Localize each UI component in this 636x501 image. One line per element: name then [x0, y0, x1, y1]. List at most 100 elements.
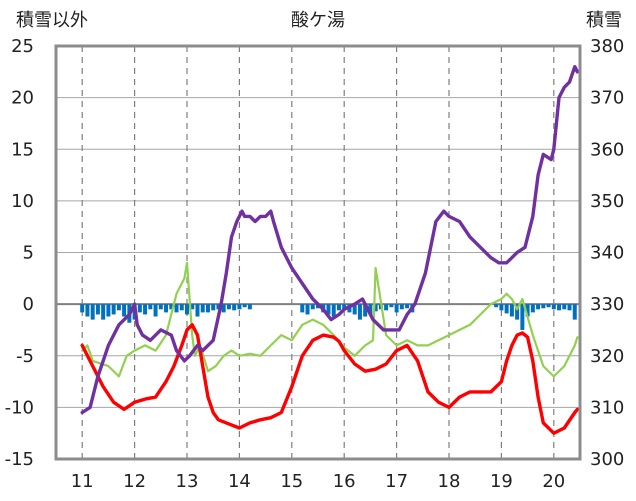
- left-axis-title: 積雪以外: [16, 10, 88, 31]
- snowfall-bar: [363, 304, 368, 317]
- y-right-tick-label: 370: [590, 88, 624, 109]
- snowfall-bar: [164, 304, 169, 313]
- y-right-tick-label: 340: [590, 243, 624, 264]
- snowfall-bar: [200, 304, 205, 313]
- snowfall-bar: [331, 304, 336, 317]
- y-left-tick-label: -5: [16, 346, 34, 367]
- snowfall-bar: [205, 304, 210, 313]
- snowfall-bar: [226, 304, 231, 310]
- snowfall-bar: [101, 304, 106, 320]
- x-tick-label: 18: [438, 471, 461, 492]
- snowfall-bar: [237, 304, 242, 310]
- snowfall-bar: [195, 304, 200, 317]
- grid: [56, 45, 580, 460]
- snowfall-bar: [399, 304, 404, 310]
- snowfall-bar: [515, 304, 520, 320]
- snowfall-bar: [373, 304, 378, 312]
- snowfall-bars: [80, 304, 577, 330]
- series-line-green: [81, 261, 579, 378]
- plot-frame: [54, 44, 582, 461]
- snowfall-bar: [551, 304, 556, 310]
- snowfall-bar: [499, 304, 504, 311]
- y-left-tick-label: 15: [11, 139, 34, 160]
- x-tick-label: 11: [71, 471, 94, 492]
- snowfall-bar: [310, 304, 315, 310]
- snowfall-bar: [352, 304, 357, 315]
- y-right-tick-label: 350: [590, 191, 624, 212]
- snowfall-bar: [562, 304, 567, 310]
- x-tick-label: 19: [490, 471, 513, 492]
- snowfall-bar: [572, 304, 577, 320]
- y-right-tick-label: 320: [590, 346, 624, 367]
- snowfall-bar: [95, 304, 100, 315]
- y-left-tick-label: -10: [5, 397, 34, 418]
- series-line-snow: [80, 64, 580, 415]
- y-right-tick-label: 380: [590, 36, 624, 57]
- snowfall-bar: [247, 304, 252, 310]
- snowfall-bar: [153, 304, 158, 317]
- snowfall-bar: [122, 304, 127, 317]
- y-left-tick-label: 5: [23, 243, 34, 264]
- snowfall-bar: [342, 304, 347, 310]
- y-left-tick-label: 10: [11, 191, 34, 212]
- snowfall-bar: [405, 304, 410, 309]
- y-right-tick-label: 360: [590, 139, 624, 160]
- snowfall-bar: [80, 304, 85, 313]
- y-left-tick-label: 25: [11, 36, 34, 57]
- x-tick-label: 13: [176, 471, 199, 492]
- snowfall-bar: [221, 304, 226, 313]
- snowfall-bar: [300, 304, 305, 313]
- snowfall-bar: [394, 304, 399, 313]
- snowfall-bar: [106, 304, 111, 317]
- y-right-tick-label: 300: [590, 449, 624, 470]
- snowfall-bar: [557, 304, 562, 311]
- x-tick-label: 20: [542, 471, 565, 492]
- series-line-temperature: [80, 323, 580, 435]
- snowfall-bar: [137, 304, 142, 313]
- snowfall-bar: [546, 304, 551, 308]
- snowfall-bar: [211, 304, 216, 311]
- snowfall-bar: [242, 304, 247, 308]
- snowfall-bar: [169, 304, 174, 310]
- snowfall-bar: [143, 304, 148, 315]
- snowfall-bar: [541, 304, 546, 309]
- x-tick-label: 17: [385, 471, 408, 492]
- snowfall-bar: [148, 304, 153, 310]
- right-axis-title: 積雪: [586, 10, 622, 31]
- y-right-tick-label: 330: [590, 294, 624, 315]
- snowfall-bar: [357, 304, 362, 320]
- chart-title: 酸ケ湯: [291, 10, 345, 31]
- snowfall-bar: [520, 304, 525, 330]
- snowfall-bar: [494, 304, 499, 308]
- y-right-tick-label: 310: [590, 397, 624, 418]
- snowfall-bar: [174, 304, 179, 313]
- snowfall-bar: [504, 304, 509, 314]
- y-left-tick-label: -15: [5, 449, 34, 470]
- series-lines: [80, 64, 580, 435]
- snowfall-bar: [530, 304, 535, 313]
- snowfall-bar: [158, 304, 163, 310]
- y-left-tick-label: 0: [23, 294, 34, 315]
- snowfall-bar: [336, 304, 341, 311]
- snowfall-bar: [111, 304, 116, 315]
- snowfall-bar: [190, 304, 195, 310]
- snowfall-bar: [85, 304, 90, 317]
- snowfall-bar: [326, 304, 331, 315]
- snowfall-bar: [116, 304, 121, 311]
- snowfall-bar: [389, 304, 394, 308]
- snowfall-bar: [567, 304, 572, 311]
- snowfall-bar: [368, 304, 373, 315]
- snowfall-bar: [179, 304, 184, 311]
- snowfall-bar: [232, 304, 237, 311]
- snowfall-bar: [216, 304, 221, 310]
- snowfall-bar: [185, 304, 189, 315]
- snowfall-bar: [525, 304, 530, 317]
- y-left-tick-label: 20: [11, 88, 34, 109]
- snowfall-bar: [305, 304, 310, 315]
- x-tick-label: 12: [123, 471, 146, 492]
- tick-labels: 25 20 15 10 5 0 -5 -10 -15 380 370 360 350 340 330 320 3…: [5, 36, 625, 492]
- x-tick-label: 14: [228, 471, 251, 492]
- snowfall-bar: [384, 304, 389, 311]
- x-tick-label: 15: [280, 471, 303, 492]
